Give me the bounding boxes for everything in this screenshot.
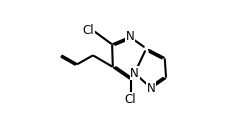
Text: N: N	[130, 67, 139, 80]
Text: N: N	[126, 30, 134, 43]
Text: N: N	[147, 82, 155, 95]
Text: Cl: Cl	[125, 93, 136, 106]
Text: Cl: Cl	[82, 24, 94, 37]
